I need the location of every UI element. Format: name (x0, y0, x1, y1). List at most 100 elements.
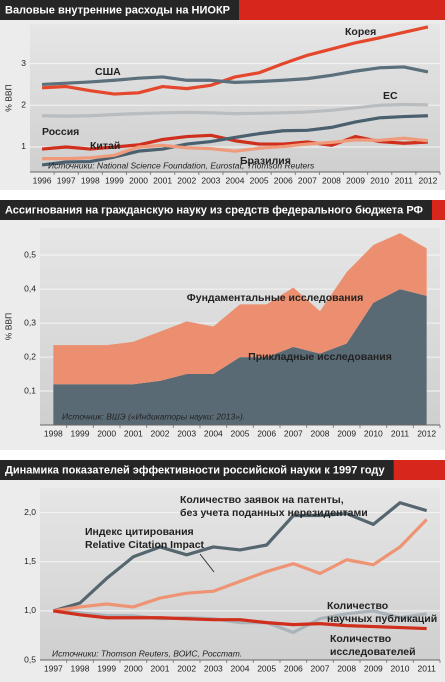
x-tick-label: 2007 (284, 428, 303, 438)
y-tick-label: 3 (21, 58, 26, 68)
y-tick-label: 0,3 (24, 317, 36, 327)
y-tick-label: 2,0 (24, 507, 36, 517)
y-tick-label: 0,4 (24, 283, 36, 293)
x-tick-label: 1996 (33, 175, 52, 185)
series-label: научных публикаций (327, 613, 437, 625)
x-tick-label: 1997 (57, 175, 76, 185)
x-tick-label: 2004 (231, 663, 250, 673)
x-tick-label: 2000 (124, 663, 143, 673)
series-label: Фундаментальные исследования (187, 292, 363, 304)
x-tick-label: 1997 (44, 663, 63, 673)
y-axis-label: % ВВП (3, 313, 13, 340)
x-tick-label: 2006 (284, 663, 303, 673)
x-tick-label: 2005 (250, 175, 269, 185)
x-tick-label: 2000 (97, 428, 116, 438)
x-tick-label: 2000 (129, 175, 148, 185)
source-note: Источники: Thomson Reuters, ВОИС, Росста… (52, 648, 242, 658)
x-tick-label: 2002 (151, 428, 170, 438)
y-axis-label: % ВВП (3, 84, 13, 111)
series-line (42, 136, 429, 161)
y-tick-label: 2 (21, 100, 26, 110)
y-tick-label: 1,0 (24, 605, 36, 615)
x-tick-label: 2009 (346, 175, 365, 185)
title-bar (0, 0, 239, 20)
x-tick-label: 2009 (337, 428, 356, 438)
series-line (41, 114, 428, 167)
series-line (41, 65, 429, 87)
series-label: Количество заявок на патенты, (180, 494, 344, 506)
series-line (52, 501, 428, 613)
title-bar (0, 200, 432, 220)
x-tick-label: 2008 (337, 663, 356, 673)
x-tick-label: 2008 (311, 428, 330, 438)
x-tick-label: 2007 (298, 175, 317, 185)
chart-title: Динамика показателей эффективности росси… (5, 464, 386, 476)
y-tick-label: 0,5 (24, 249, 36, 259)
x-tick-label: 1999 (71, 428, 90, 438)
series-label: Корея (345, 26, 376, 38)
chart-title: Валовые внутренние расходы на НИОКР (5, 4, 230, 16)
series-line (53, 609, 427, 635)
x-tick-label: 2004 (204, 428, 223, 438)
series-line (42, 102, 428, 118)
source-note: Источник: ВШЭ («Индикаторы науки: 2013»)… (62, 411, 245, 421)
series-label: Количество (327, 600, 388, 612)
series-label: Прикладные исследования (248, 351, 392, 363)
series-label: Китай (90, 140, 120, 152)
series-label: США (95, 66, 121, 78)
source-note: Источники: National Science Foundation, … (48, 160, 315, 170)
x-tick-label: 2001 (151, 663, 170, 673)
leader-line (199, 553, 215, 573)
x-tick-label: 1998 (71, 663, 90, 673)
x-tick-label: 2003 (201, 175, 220, 185)
x-tick-label: 2010 (364, 428, 383, 438)
x-tick-label: 2012 (418, 175, 437, 185)
x-tick-label: 2006 (257, 428, 276, 438)
series-label: исследователей (330, 646, 416, 658)
x-tick-label: 1999 (97, 663, 116, 673)
x-tick-label: 2010 (370, 175, 389, 185)
series-label: Количество (330, 633, 391, 645)
x-tick-label: 2007 (311, 663, 330, 673)
y-tick-label: 0,1 (24, 385, 36, 395)
series-area (53, 289, 427, 425)
x-tick-label: 2011 (395, 175, 414, 185)
x-tick-label: 2005 (257, 663, 276, 673)
x-tick-label: 2009 (364, 663, 383, 673)
series-label: ЕС (383, 90, 398, 102)
y-tick-label: 1,5 (24, 556, 36, 566)
series-line (41, 133, 429, 151)
x-tick-label: 2010 (391, 663, 410, 673)
x-tick-label: 2003 (204, 663, 223, 673)
x-tick-label: 2012 (417, 428, 436, 438)
x-tick-label: 2011 (391, 428, 410, 438)
series-line (53, 609, 427, 631)
x-tick-label: 2006 (274, 175, 293, 185)
series-area (53, 233, 427, 385)
x-tick-label: 2005 (231, 428, 250, 438)
plot-area (40, 488, 440, 660)
x-tick-label: 2002 (177, 175, 196, 185)
series-label: Россия (42, 126, 79, 138)
x-tick-label: 2008 (322, 175, 341, 185)
series-line (53, 518, 428, 613)
x-tick-label: 2001 (124, 428, 143, 438)
x-tick-label: 1999 (105, 175, 124, 185)
series-line (41, 25, 429, 96)
x-tick-label: 2011 (418, 663, 437, 673)
x-tick-label: 2001 (153, 175, 172, 185)
x-tick-label: 1998 (81, 175, 100, 185)
series-label: Бразилия (240, 155, 291, 167)
series-label: Relative Citation Impact (85, 539, 205, 551)
x-tick-label: 1998 (44, 428, 63, 438)
x-tick-label: 2003 (177, 428, 196, 438)
y-tick-label: 0,5 (24, 654, 36, 664)
x-tick-label: 2002 (177, 663, 196, 673)
y-tick-label: 0,2 (24, 351, 36, 361)
series-label: без учета поданных нерезидентами (180, 507, 368, 519)
series-label: Индекс цитирования (85, 526, 194, 538)
x-tick-label: 2004 (226, 175, 245, 185)
y-tick-label: 1 (21, 141, 26, 151)
chart-title: Ассигнования на гражданскую науку из сре… (5, 204, 423, 216)
